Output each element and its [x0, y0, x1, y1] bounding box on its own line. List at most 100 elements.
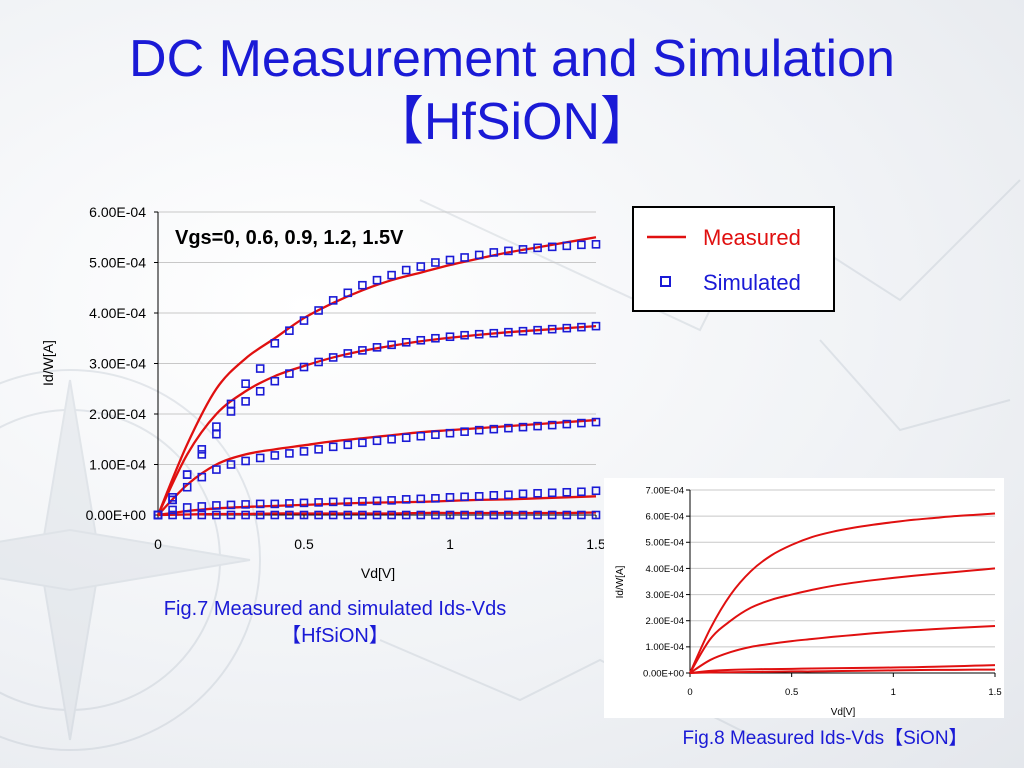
x-tick-label: 0	[154, 536, 162, 552]
simulated-point	[518, 245, 528, 254]
simulated-point	[358, 346, 367, 355]
fig7-caption: Fig.7 Measured and simulated Ids-Vds 【Hf…	[100, 596, 570, 650]
simulated-point	[255, 499, 265, 509]
x-tick-label: 0	[687, 687, 692, 698]
simulated-point	[416, 510, 426, 520]
simulated-point	[445, 493, 455, 502]
simulated-point	[547, 242, 557, 252]
simulated-point	[445, 428, 455, 438]
simulated-point	[518, 489, 528, 499]
y-tick-label: 5.00E-04	[89, 254, 146, 270]
simulated-point	[504, 490, 513, 500]
simulated-point	[241, 510, 250, 520]
simulated-point	[212, 465, 221, 474]
measured-line	[156, 236, 597, 516]
simulated-point	[270, 338, 280, 348]
simulated-point	[591, 240, 601, 249]
simulated-point	[314, 510, 323, 520]
simulated-point	[197, 502, 207, 511]
simulated-point	[314, 357, 323, 367]
simulated-point	[577, 322, 586, 332]
simulated-point	[474, 329, 484, 339]
simulated-point	[504, 510, 513, 520]
simulated-point	[387, 496, 396, 505]
simulated-point	[460, 427, 469, 436]
simulated-point	[255, 510, 265, 520]
simulated-point	[226, 399, 236, 409]
measured-line	[689, 624, 996, 674]
simulated-point	[270, 451, 280, 460]
x-tick-label: 1.5	[988, 687, 1001, 698]
chart1-x-tick-labels: 0 0.5 1 1.5	[154, 536, 606, 552]
simulated-point	[416, 335, 426, 345]
simulated-point	[387, 434, 396, 444]
measured-line	[157, 511, 597, 517]
simulated-point	[241, 500, 250, 509]
simulated-point	[401, 337, 411, 347]
simulated-point	[372, 436, 382, 446]
simulated-point	[387, 340, 396, 350]
y-tick-label: 4.00E-04	[645, 564, 684, 575]
simulated-point	[431, 494, 440, 503]
simulated-point	[255, 364, 265, 373]
simulated-point	[562, 419, 572, 429]
simulated-point	[299, 316, 309, 325]
chart2-x-axis-label: Vd[V]	[831, 707, 856, 718]
simulated-point	[401, 510, 411, 520]
chart1-legend: Measured Simulated	[632, 206, 835, 312]
y-tick-label: 1.00E-04	[645, 642, 684, 653]
simulated-point	[518, 510, 528, 520]
y-tick-label: 7.00E-04	[645, 485, 684, 496]
chart1-simulated-points	[153, 240, 601, 520]
y-tick-label: 5.00E-04	[645, 538, 684, 549]
simulated-point	[460, 330, 469, 340]
simulated-point	[197, 445, 207, 454]
simulated-point	[401, 265, 411, 275]
simulated-point	[547, 420, 557, 430]
simulated-point	[489, 248, 499, 257]
simulated-point	[416, 494, 426, 504]
slide-title-material: 【HfSiON】	[371, 93, 653, 151]
simulated-point	[314, 306, 323, 315]
simulated-point	[474, 492, 484, 501]
simulated-point	[401, 495, 411, 504]
slide-title: DC Measurement and Simulation	[129, 30, 895, 88]
simulated-point	[343, 510, 353, 520]
simulated-point	[431, 510, 440, 520]
simulated-point	[168, 505, 177, 515]
y-tick-label: 0.00E+00	[643, 668, 684, 679]
simulated-point	[518, 422, 528, 432]
simulated-point	[416, 262, 426, 271]
simulated-point	[562, 510, 572, 520]
chart1-vgs-annotation: Vgs=0, 0.6, 0.9, 1.2, 1.5V	[175, 227, 404, 249]
simulated-point	[255, 453, 265, 463]
simulated-point	[299, 362, 309, 372]
simulated-point	[270, 499, 280, 509]
simulated-point	[372, 343, 382, 352]
simulated-point	[343, 349, 353, 358]
x-tick-label: 0.5	[294, 536, 314, 552]
simulated-point	[372, 510, 382, 520]
y-tick-label: 3.00E-04	[89, 355, 146, 371]
fig8-caption: Fig.8 Measured Ids-Vds【SiON】	[682, 728, 968, 749]
simulated-point	[445, 255, 455, 265]
simulated-point	[577, 418, 586, 428]
x-tick-label: 1	[891, 687, 896, 698]
simulated-point	[489, 328, 499, 338]
simulated-point	[431, 258, 440, 267]
simulated-point	[226, 500, 236, 510]
y-tick-label: 2.00E-04	[89, 406, 146, 422]
simulated-point	[255, 386, 265, 396]
simulated-point	[226, 460, 236, 469]
simulated-point	[474, 510, 484, 520]
measured-line	[689, 664, 996, 674]
simulated-point	[591, 510, 601, 520]
simulated-point	[372, 496, 382, 506]
legend-simulated-label: Simulated	[703, 270, 801, 295]
simulated-point	[474, 425, 484, 435]
simulated-point	[547, 488, 557, 498]
simulated-point	[533, 325, 542, 335]
simulated-point	[533, 243, 542, 253]
simulated-point	[445, 332, 455, 342]
